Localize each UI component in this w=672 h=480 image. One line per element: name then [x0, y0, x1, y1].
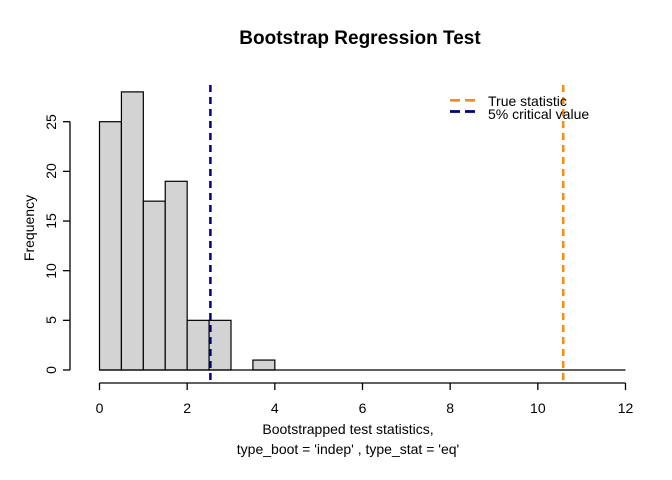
y-tick-label: 0 — [43, 366, 59, 374]
histogram-bar — [252, 359, 276, 371]
x-tick-label: 12 — [617, 400, 634, 416]
histogram-bar — [208, 319, 232, 371]
y-axis-label: Frequency — [21, 194, 37, 262]
y-tick-label: 20 — [43, 163, 59, 180]
reference-lines — [209, 85, 565, 382]
axes — [63, 121, 627, 390]
x-tick-label: 6 — [358, 400, 367, 416]
x-axis-label-line1: Bootstrapped test statistics, — [262, 421, 434, 437]
legend-label-critical-value: 5% critical value — [488, 105, 590, 122]
histogram-bars — [98, 91, 276, 371]
x-tick-label: 0 — [95, 400, 104, 416]
legend-label-true-statistic: True statistic — [488, 93, 567, 109]
y-tick-label: 25 — [43, 113, 59, 130]
legend-line-samples — [450, 98, 475, 113]
histogram-bar — [164, 180, 188, 371]
x-tick-label: 10 — [530, 400, 546, 416]
histogram-bar — [142, 200, 166, 371]
y-tick-label: 15 — [43, 213, 59, 229]
x-axis-label-line2: type_boot = 'indep' , type_stat = 'eq' — [236, 441, 460, 457]
x-tick-label: 8 — [446, 400, 455, 416]
x-tick-label: 2 — [183, 400, 192, 416]
y-tick-label: 10 — [43, 262, 59, 279]
histogram-bar — [186, 319, 210, 371]
chart-title: Bootstrap Regression Test — [239, 28, 481, 49]
x-tick-label: 4 — [270, 400, 279, 416]
histogram-bar — [120, 91, 144, 371]
y-tick-label: 5 — [43, 316, 59, 325]
histogram-bar — [98, 121, 123, 371]
